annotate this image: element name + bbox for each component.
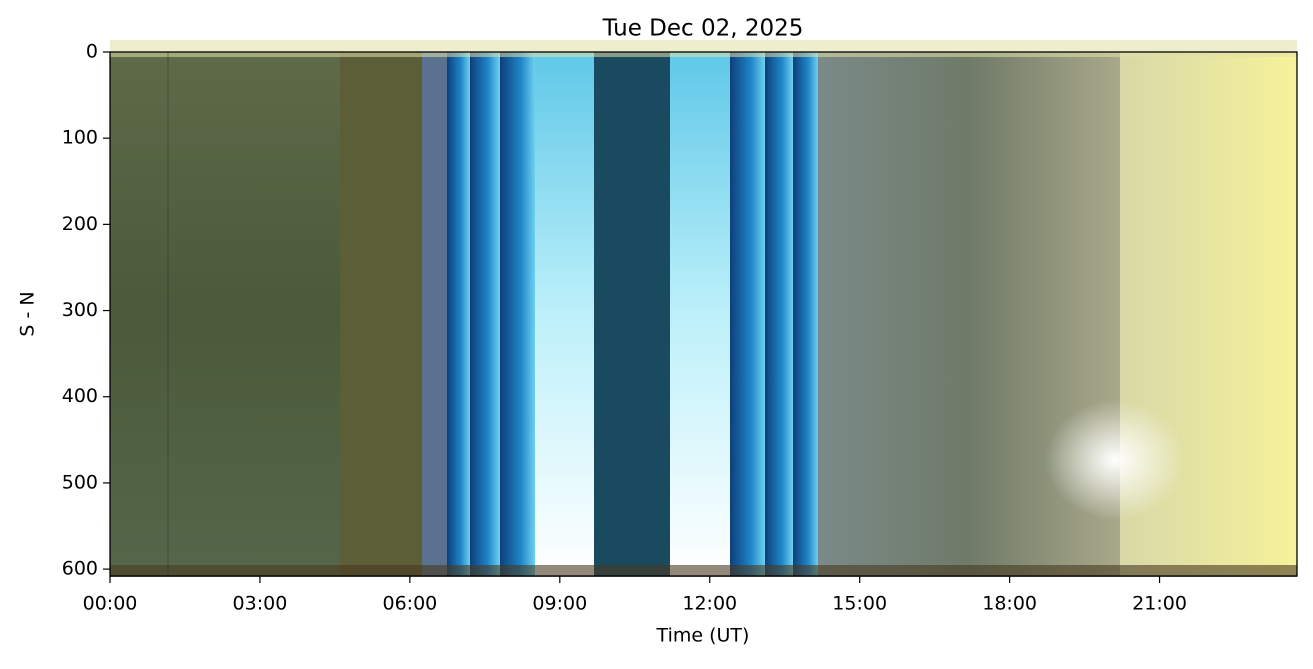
y-axis-label: S - N xyxy=(17,291,39,336)
x-tick-label: 09:00 xyxy=(532,593,587,615)
x-tick-label: 18:00 xyxy=(982,593,1037,615)
y-tick-label: 200 xyxy=(62,213,98,235)
keogram-image xyxy=(110,40,1297,577)
x-tick-label: 21:00 xyxy=(1132,593,1187,615)
x-tick-label: 00:00 xyxy=(83,593,138,615)
plot-frame xyxy=(109,51,1298,577)
x-tick-label: 06:00 xyxy=(382,593,437,615)
y-tick-label: 100 xyxy=(62,127,98,149)
y-tick-label: 0 xyxy=(86,41,98,63)
y-tick-label: 500 xyxy=(62,471,98,493)
x-axis-label: Time (UT) xyxy=(656,625,750,647)
chart-title: Tue Dec 02, 2025 xyxy=(602,16,804,42)
x-tick-label: 03:00 xyxy=(233,593,288,615)
y-tick-label: 300 xyxy=(62,299,98,321)
x-tick-label: 15:00 xyxy=(832,593,887,615)
x-tick-label: 12:00 xyxy=(682,593,737,615)
y-tick-label: 400 xyxy=(62,385,98,407)
y-tick-label: 600 xyxy=(62,558,98,580)
